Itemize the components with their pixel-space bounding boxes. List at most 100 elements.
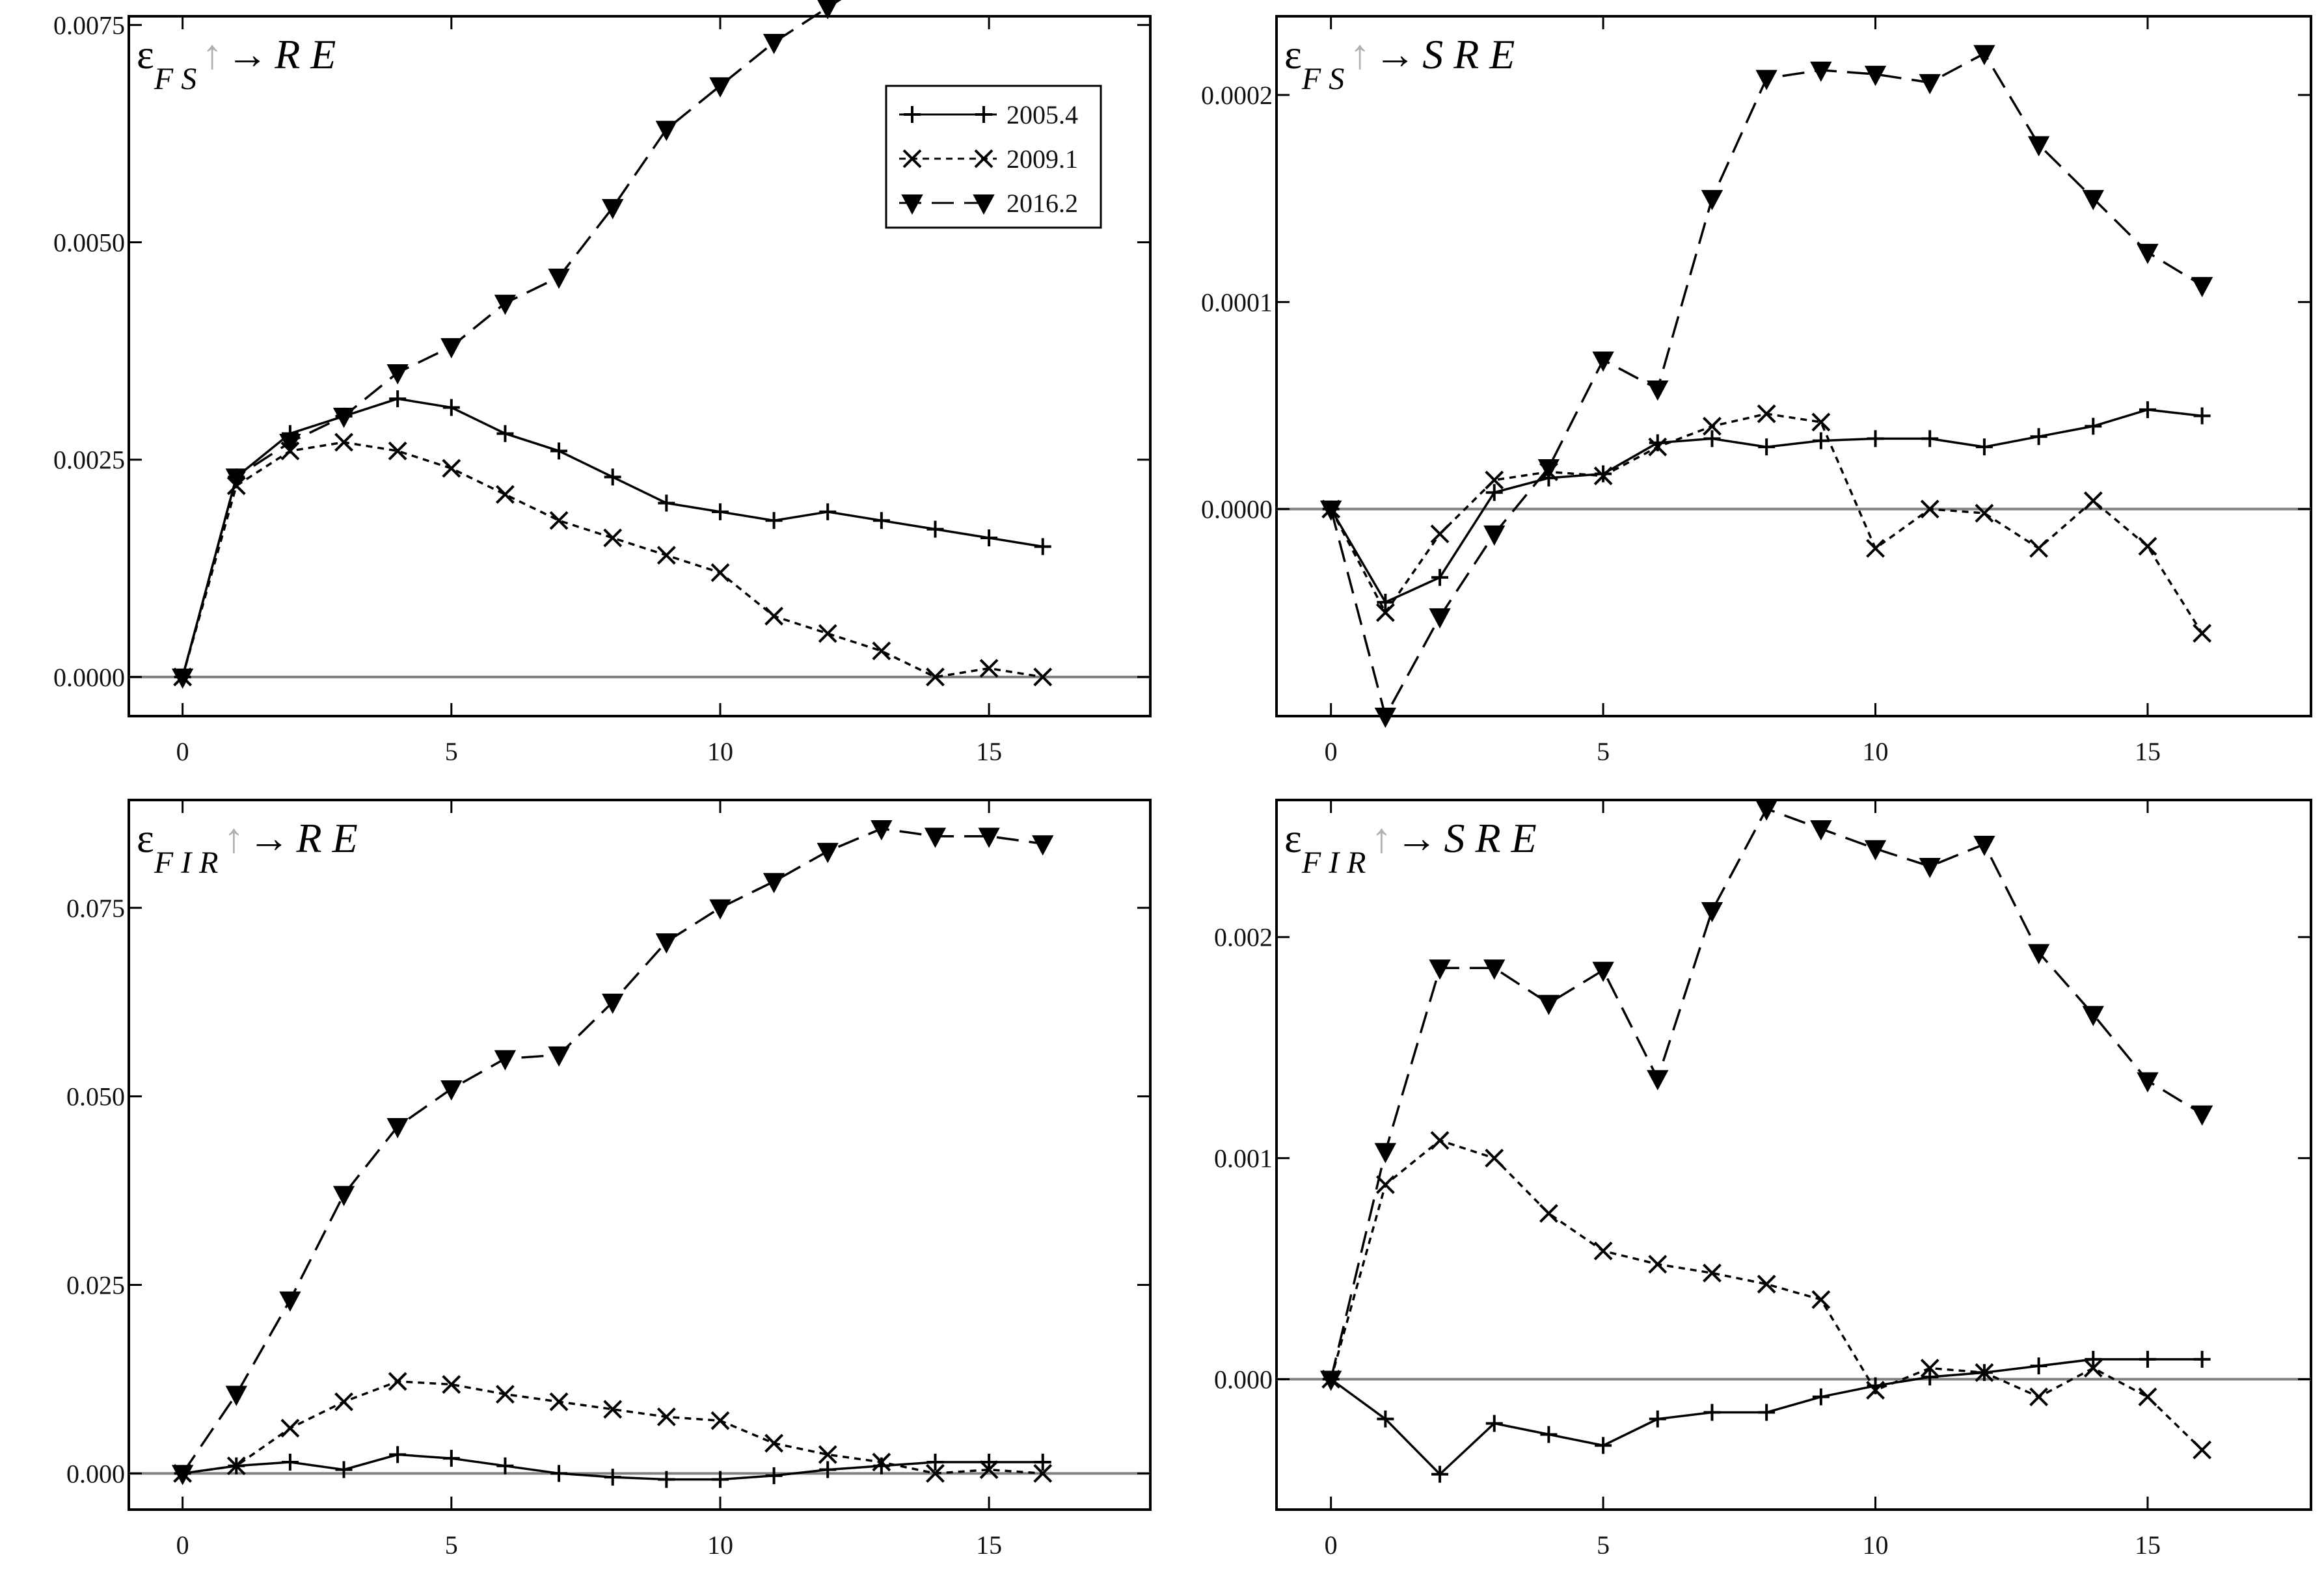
- marker-x: [2138, 537, 2157, 556]
- x-tick-label: 0: [1325, 737, 1338, 766]
- marker-x: [496, 485, 515, 504]
- marker-triangle: [1810, 820, 1832, 841]
- title-response: S R E: [1444, 815, 1537, 861]
- panel-title: εF S↑→ S R E: [1284, 31, 1515, 96]
- marker-plus: [1377, 593, 1394, 611]
- marker-plus: [389, 390, 407, 408]
- marker-x: [926, 667, 945, 687]
- marker-plus: [711, 1471, 729, 1488]
- marker-plus: [2085, 1350, 2102, 1368]
- marker-triangle: [763, 34, 785, 55]
- panel-title: εF I R↑→ S R E: [1284, 815, 1537, 880]
- marker-plus: [904, 106, 921, 123]
- marker-plus: [2193, 1350, 2211, 1368]
- marker-x: [334, 1392, 353, 1411]
- marker-plus: [496, 425, 514, 442]
- marker-triangle: [386, 1118, 409, 1139]
- marker-triangle: [1483, 959, 1506, 980]
- marker-x: [1593, 1241, 1613, 1261]
- marker-triangle: [1537, 994, 1560, 1015]
- legend-box: [885, 85, 1102, 229]
- series-2009-1: [1321, 404, 2212, 643]
- marker-plus: [1649, 1410, 1666, 1428]
- plot-frame: [1275, 15, 2312, 717]
- marker-plus: [711, 503, 729, 520]
- x-tick-label: 10: [707, 737, 733, 766]
- title-arrow-right: →: [249, 815, 290, 861]
- marker-triangle: [2191, 1105, 2213, 1126]
- series-line: [181, 0, 842, 678]
- series-line: [1330, 51, 2203, 719]
- marker-x: [1375, 603, 1395, 622]
- marker-plus: [2139, 1350, 2156, 1368]
- marker-x: [1648, 437, 1668, 457]
- y-tick-label: 0.0075: [53, 10, 125, 40]
- series-line: [181, 441, 1043, 678]
- y-tick-label: 0.075: [66, 894, 125, 923]
- x-tick-label: 5: [445, 737, 458, 766]
- marker-x: [549, 511, 569, 530]
- marker-plus: [1377, 1410, 1394, 1428]
- marker-triangle: [763, 873, 785, 894]
- title-subscript: F I R: [1301, 846, 1366, 880]
- marker-triangle: [171, 668, 194, 689]
- marker-x: [1866, 539, 1885, 558]
- y-tick-label: 0.0000: [53, 663, 125, 692]
- marker-plus: [2193, 407, 2211, 425]
- marker-x: [764, 1434, 783, 1453]
- marker-plus: [389, 1446, 407, 1463]
- marker-plus: [1812, 432, 1830, 449]
- marker-triangle: [1810, 61, 1832, 82]
- marker-triangle: [1755, 70, 1777, 90]
- marker-plus: [1758, 1404, 1776, 1421]
- marker-x: [1430, 1130, 1450, 1150]
- legend-label: 2009.1: [1007, 144, 1078, 174]
- marker-x: [764, 606, 783, 626]
- marker-x: [656, 1407, 676, 1426]
- marker-x: [442, 459, 461, 478]
- marker-x: [656, 546, 676, 565]
- marker-plus: [872, 1457, 890, 1474]
- marker-triangle: [655, 120, 677, 141]
- marker-x: [974, 149, 993, 168]
- marker-x: [2193, 1440, 2212, 1460]
- marker-triangle: [1973, 835, 1995, 857]
- marker-x: [872, 641, 891, 661]
- marker-x: [388, 441, 407, 460]
- marker-triangle: [2191, 276, 2213, 297]
- marker-plus: [1034, 1453, 1051, 1471]
- y-tick-label: 0.0025: [53, 446, 125, 475]
- marker-triangle: [1647, 1070, 1669, 1091]
- marker-triangle: [1701, 190, 1723, 211]
- marker-triangle: [602, 199, 624, 220]
- title-response: R E: [296, 815, 358, 861]
- marker-plus: [1485, 484, 1503, 501]
- marker-triangle: [2137, 1072, 2159, 1093]
- x-tick-label: 0: [176, 1530, 189, 1560]
- marker-plus: [604, 468, 621, 486]
- title-subscript: F S: [154, 62, 196, 96]
- marker-triangle: [440, 1080, 463, 1101]
- marker-x: [1811, 412, 1831, 432]
- marker-triangle: [1483, 525, 1506, 546]
- marker-x: [926, 1463, 945, 1483]
- marker-plus: [1703, 1404, 1721, 1421]
- marker-x: [979, 1460, 999, 1479]
- x-tick-label: 15: [2135, 1530, 2161, 1560]
- x-tick-label: 15: [2135, 737, 2161, 766]
- marker-plus: [1975, 438, 1993, 456]
- marker-plus: [1034, 538, 1051, 555]
- marker-triangle: [1537, 459, 1560, 480]
- series-2009-1: [173, 1372, 1053, 1483]
- marker-plus: [765, 512, 783, 529]
- x-tick-label: 5: [445, 1530, 458, 1560]
- marker-x: [1975, 503, 1994, 523]
- marker-triangle: [279, 433, 301, 455]
- marker-triangle: [901, 194, 923, 215]
- marker-triangle: [1592, 961, 1614, 982]
- panel-title: εF I R↑→ R E: [137, 815, 358, 880]
- marker-x: [710, 1411, 730, 1430]
- marker-triangle: [1320, 500, 1342, 521]
- marker-x: [1703, 1263, 1722, 1283]
